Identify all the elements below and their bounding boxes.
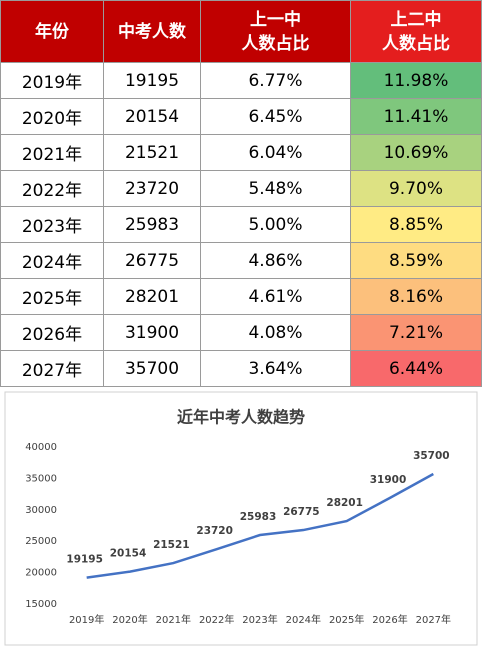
table-cell: 35700: [103, 350, 201, 387]
table-cell: 19195: [103, 62, 201, 99]
chart: 近年中考人数趋势 15000 20000 25000 30000 35000 40000 2…: [4, 391, 478, 646]
table-cell: 9.70%: [350, 170, 482, 207]
header-cell: 中考人数: [103, 0, 201, 63]
table-cell: 3.64%: [200, 350, 351, 387]
header-text: 上一中: [250, 9, 301, 30]
data-label: 26775: [283, 506, 320, 518]
table-cell: 2021年: [0, 134, 104, 171]
chart-frame: [4, 391, 478, 646]
table-row: 2022年 23720 5.48% 9.70%: [0, 170, 482, 207]
data-label: 31900: [370, 474, 407, 486]
x-tick-label: 2025年: [329, 613, 364, 626]
x-tick-label: 2027年: [416, 613, 451, 626]
x-tick-label: 2023年: [242, 613, 277, 626]
header-text: 人数占比: [382, 33, 450, 54]
table-cell: 5.48%: [200, 170, 351, 207]
header-text: 上二中: [390, 9, 442, 30]
table-cell: 2020年: [0, 98, 104, 135]
table-cell: 7.21%: [350, 314, 482, 351]
data-label: 23720: [196, 525, 233, 537]
table-cell: 26775: [103, 242, 201, 279]
table-cell: 2026年: [0, 314, 104, 351]
table-cell: 2022年: [0, 170, 104, 207]
table-cell: 8.59%: [350, 242, 482, 279]
table-cell: 11.98%: [350, 62, 482, 99]
header-cell: 上一中 人数占比: [200, 0, 351, 63]
table-cell: 10.69%: [350, 134, 482, 171]
table-cell: 28201: [103, 278, 201, 315]
x-tick-label: 2021年: [156, 613, 191, 626]
data-label: 20154: [110, 548, 147, 560]
y-tick-label: 15000: [25, 599, 57, 610]
table-row: 2026年 31900 4.08% 7.21%: [0, 314, 482, 351]
header-text: 年份: [35, 21, 69, 42]
data-table: 年份 中考人数 上一中 人数占比 上二中 人数占比 2019年 19195 6.77% 11.9…: [0, 0, 482, 387]
header-row: 年份 中考人数 上一中 人数占比 上二中 人数占比: [0, 0, 482, 63]
table-row: 2020年 20154 6.45% 11.41%: [0, 98, 482, 135]
table-cell: 4.08%: [200, 314, 351, 351]
y-tick-label: 35000: [25, 473, 57, 484]
table-cell: 8.16%: [350, 278, 482, 315]
table-cell: 31900: [103, 314, 201, 351]
table-cell: 21521: [103, 134, 201, 171]
x-tick-label: 2024年: [286, 613, 321, 626]
table-row: 2023年 25983 5.00% 8.85%: [0, 206, 482, 243]
table-cell: 20154: [103, 98, 201, 135]
header-cell: 年份: [0, 0, 104, 63]
x-tick-label: 2026年: [372, 613, 407, 626]
chart-title: 近年中考人数趋势: [177, 408, 305, 427]
table-body: 2019年 19195 6.77% 11.98% 2020年 20154 6.45% 11.4…: [0, 62, 482, 387]
table-cell: 2027年: [0, 350, 104, 387]
table-cell: 6.44%: [350, 350, 482, 387]
table-cell: 25983: [103, 206, 201, 243]
table-cell: 6.45%: [200, 98, 351, 135]
table-row: 2027年 35700 3.64% 6.44%: [0, 350, 482, 387]
header-text: 中考人数: [118, 21, 186, 42]
y-tick-label: 30000: [25, 505, 57, 516]
y-tick-label: 25000: [25, 536, 57, 547]
table-cell: 6.04%: [200, 134, 351, 171]
y-tick-label: 20000: [25, 568, 57, 579]
table-cell: 2025年: [0, 278, 104, 315]
table-row: 2019年 19195 6.77% 11.98%: [0, 62, 482, 99]
header-cell: 上二中 人数占比: [350, 0, 482, 63]
data-label: 21521: [153, 539, 190, 551]
data-label: 28201: [326, 497, 363, 509]
table-cell: 2019年: [0, 62, 104, 99]
table-cell: 6.77%: [200, 62, 351, 99]
table-cell: 11.41%: [350, 98, 482, 135]
table-cell: 8.85%: [350, 206, 482, 243]
x-tick-label: 2020年: [112, 613, 147, 626]
table-row: 2021年 21521 6.04% 10.69%: [0, 134, 482, 171]
x-tick-label: 2019年: [69, 613, 104, 626]
table-cell: 4.61%: [200, 278, 351, 315]
table-cell: 4.86%: [200, 242, 351, 279]
table-cell: 2023年: [0, 206, 104, 243]
line: [86, 472, 434, 579]
table-row: 2025年 28201 4.61% 8.16%: [0, 278, 482, 315]
table-cell: 2024年: [0, 242, 104, 279]
x-tick-label: 2022年: [199, 613, 234, 626]
header-text: 人数占比: [241, 33, 310, 54]
table-cell: 5.00%: [200, 206, 351, 243]
data-label: 35700: [413, 450, 450, 462]
y-tick-label: 40000: [25, 442, 57, 453]
table-cell: 23720: [103, 170, 201, 207]
table-row: 2024年 26775 4.86% 8.59%: [0, 242, 482, 279]
data-label: 25983: [240, 511, 277, 523]
data-label: 19195: [66, 554, 103, 566]
